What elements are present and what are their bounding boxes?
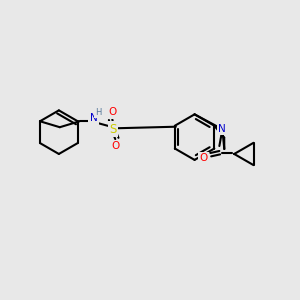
Text: N: N <box>90 113 98 123</box>
Text: N: N <box>218 124 226 134</box>
Text: O: O <box>200 153 208 163</box>
Text: O: O <box>108 107 116 117</box>
Text: H: H <box>95 108 102 117</box>
Text: S: S <box>110 123 117 136</box>
Text: O: O <box>111 141 119 151</box>
